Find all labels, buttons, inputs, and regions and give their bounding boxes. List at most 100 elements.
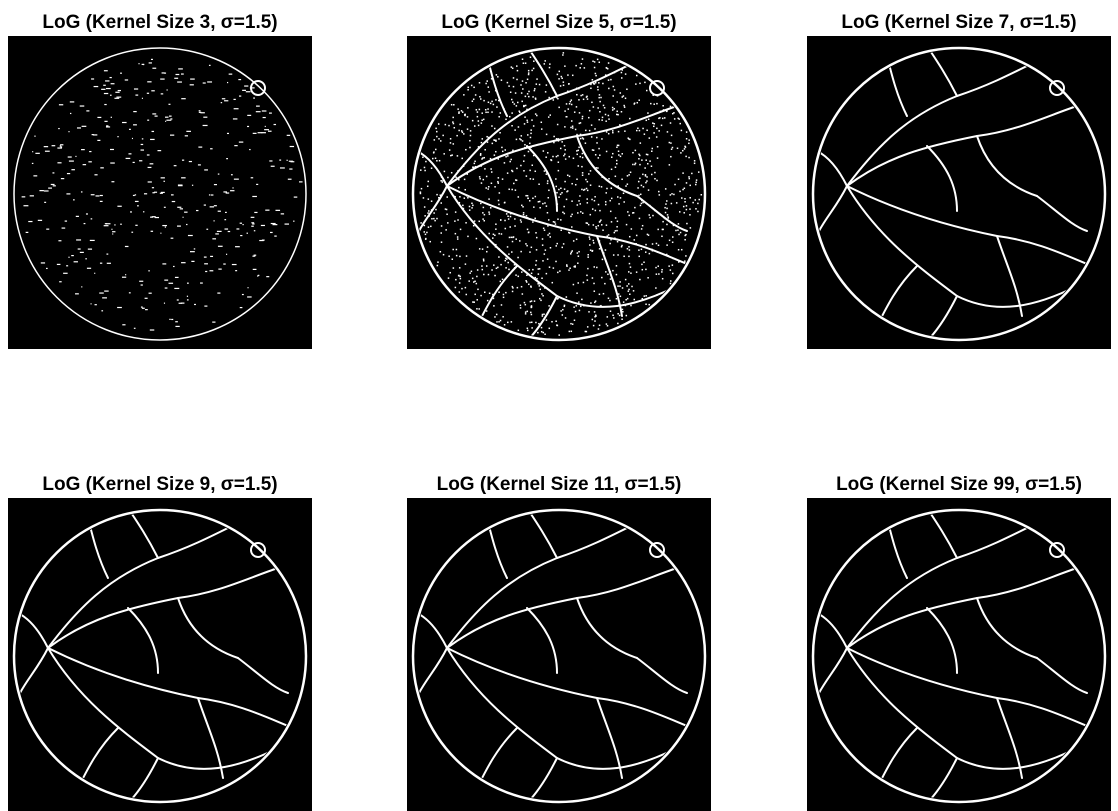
- edge-speck: [70, 101, 74, 102]
- noise-speck: [536, 83, 538, 85]
- noise-speck: [539, 201, 541, 203]
- edge-speck: [133, 162, 135, 163]
- noise-speck: [495, 99, 497, 101]
- noise-speck: [697, 211, 699, 213]
- noise-speck: [621, 77, 623, 79]
- noise-speck: [567, 91, 569, 93]
- edge-speck: [60, 144, 63, 145]
- noise-speck: [598, 148, 600, 150]
- edge-speck: [234, 179, 239, 180]
- noise-speck: [516, 139, 518, 141]
- noise-speck: [671, 193, 673, 195]
- noise-speck: [610, 271, 612, 273]
- noise-speck: [694, 163, 696, 165]
- noise-speck: [620, 310, 622, 312]
- noise-speck: [673, 225, 675, 227]
- panel-image: [807, 498, 1111, 811]
- noise-speck: [556, 243, 558, 245]
- noise-speck: [453, 143, 455, 145]
- edge-speck: [58, 128, 60, 129]
- noise-speck: [531, 70, 533, 72]
- edge-speck: [150, 163, 154, 164]
- noise-speck: [535, 171, 537, 173]
- noise-speck: [535, 196, 537, 198]
- noise-speck: [531, 107, 533, 109]
- noise-speck: [617, 313, 619, 315]
- noise-speck: [579, 195, 581, 197]
- noise-speck: [527, 79, 529, 81]
- edge-speck: [39, 190, 43, 191]
- noise-speck: [447, 222, 449, 224]
- noise-speck: [594, 196, 596, 198]
- edge-speck: [210, 206, 214, 207]
- noise-speck: [545, 249, 547, 251]
- noise-speck: [505, 228, 507, 230]
- noise-speck: [694, 160, 696, 162]
- noise-speck: [639, 218, 641, 220]
- noise-speck: [639, 279, 641, 281]
- noise-speck: [434, 220, 436, 222]
- noise-speck: [546, 319, 548, 321]
- noise-speck: [690, 227, 692, 229]
- noise-speck: [599, 62, 601, 64]
- panel-title: LoG (Kernel Size 5, σ=1.5): [387, 12, 731, 34]
- noise-speck: [538, 323, 540, 325]
- edge-speck: [262, 110, 267, 111]
- edge-speck: [209, 65, 211, 66]
- edge-speck: [143, 211, 144, 212]
- noise-speck: [474, 220, 476, 222]
- noise-speck: [576, 292, 578, 294]
- noise-speck: [578, 150, 580, 152]
- edge-speck: [265, 126, 266, 127]
- noise-speck: [576, 239, 578, 241]
- noise-speck: [541, 293, 543, 295]
- noise-speck: [628, 290, 630, 292]
- noise-speck: [686, 138, 688, 140]
- noise-speck: [535, 264, 537, 266]
- noise-speck: [580, 95, 582, 97]
- panel-title: LoG (Kernel Size 11, σ=1.5): [387, 474, 731, 496]
- noise-speck: [583, 99, 585, 101]
- noise-speck: [560, 194, 562, 196]
- noise-speck: [640, 205, 642, 207]
- noise-speck: [547, 212, 549, 214]
- edge-speck: [151, 59, 153, 60]
- noise-speck: [465, 287, 467, 289]
- noise-speck: [496, 74, 498, 76]
- noise-speck: [514, 264, 516, 266]
- edge-speck: [162, 263, 166, 264]
- noise-speck: [591, 124, 593, 126]
- noise-speck: [474, 161, 476, 163]
- noise-speck: [457, 170, 459, 172]
- noise-speck: [437, 265, 439, 267]
- noise-speck: [497, 267, 499, 269]
- noise-speck: [549, 67, 551, 69]
- noise-speck: [681, 197, 683, 199]
- edge-speck: [52, 145, 56, 146]
- noise-speck: [566, 296, 568, 298]
- edge-speck: [175, 321, 178, 322]
- noise-speck: [593, 266, 595, 268]
- edge-speck: [104, 225, 109, 226]
- edge-speck: [157, 150, 161, 151]
- edge-speck: [254, 212, 257, 213]
- noise-speck: [582, 94, 584, 96]
- noise-speck: [547, 225, 549, 227]
- noise-speck: [636, 235, 638, 237]
- edge-speck: [171, 319, 173, 320]
- edge-speck: [111, 117, 112, 118]
- edge-speck: [100, 195, 103, 196]
- noise-speck: [647, 112, 649, 114]
- edge-speck: [73, 199, 75, 200]
- noise-speck: [519, 112, 521, 114]
- edge-speck: [134, 328, 136, 329]
- noise-speck: [594, 311, 596, 313]
- noise-speck: [680, 152, 682, 154]
- edge-speck: [81, 149, 85, 150]
- noise-speck: [638, 181, 640, 183]
- noise-speck: [511, 112, 512, 114]
- noise-speck: [601, 186, 603, 188]
- noise-speck: [590, 214, 592, 216]
- noise-speck: [473, 87, 475, 89]
- noise-speck: [527, 195, 529, 197]
